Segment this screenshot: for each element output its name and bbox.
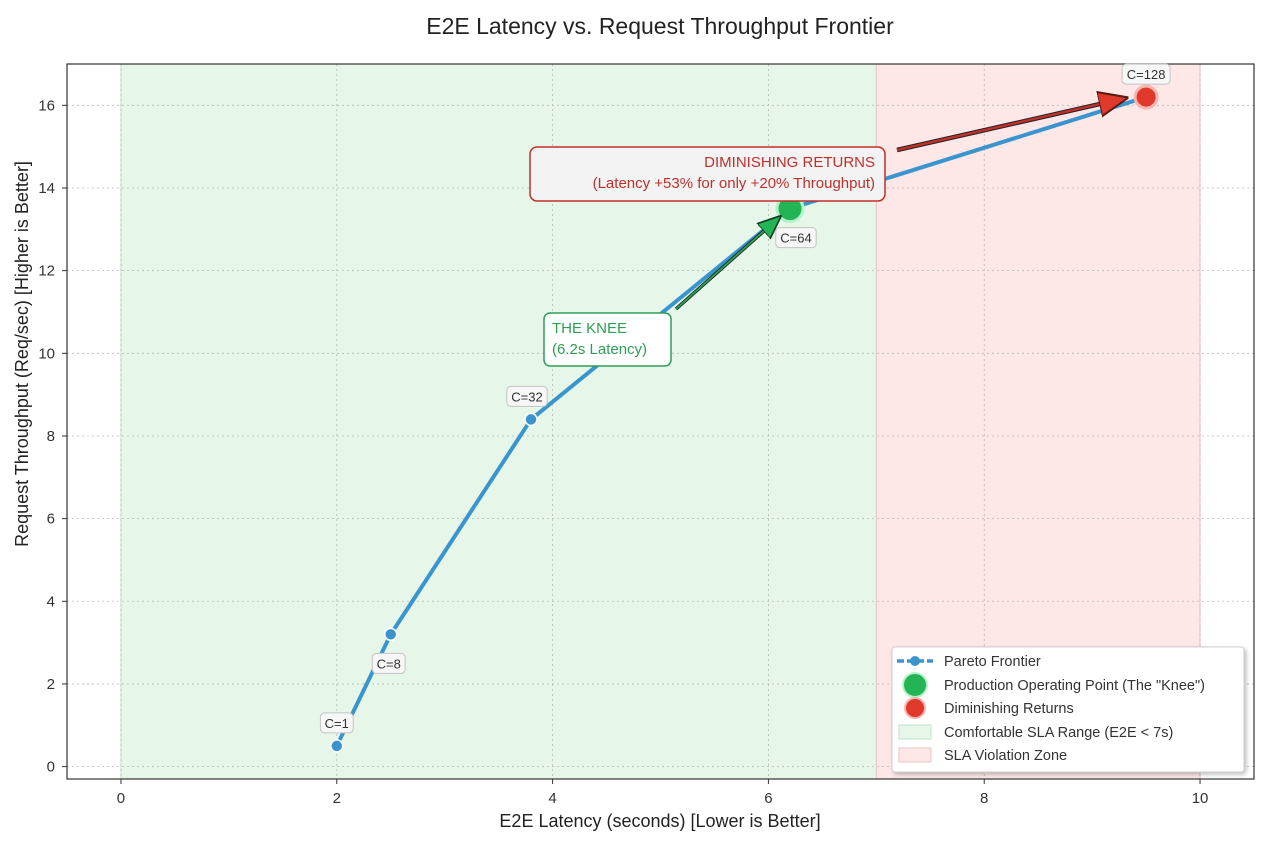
point-label-box — [371, 652, 406, 674]
point-label: C=128 — [1121, 63, 1171, 85]
knee-annotation-line: THE KNEE — [552, 320, 627, 337]
diminishing-marker — [1133, 84, 1159, 110]
point-label-box — [1121, 63, 1171, 85]
x-tick-label: 4 — [548, 790, 556, 807]
diminishing-annotation-line: (Latency +53% for only +20% Throughput) — [593, 175, 875, 192]
ticks-layer: 0 2 4 6 8 10 0 2 4 6 8 10 12 14 16 — [38, 97, 1208, 807]
chart-title: E2E Latency vs. Request Throughput Front… — [426, 13, 894, 39]
knee-annotation-line: (6.2s Latency) — [552, 341, 647, 358]
y-tick-label: 10 — [38, 345, 55, 362]
legend-label: Pareto Frontier — [944, 654, 1041, 670]
diminishing-annotation-line: DIMINISHING RETURNS — [704, 154, 875, 171]
point-label-text: C=128 — [1127, 67, 1166, 82]
legend-swatch-knee — [902, 672, 928, 698]
x-tick-label: 8 — [980, 790, 988, 807]
legend-swatch-dot — [910, 656, 920, 666]
legend-item: Pareto Frontier — [897, 654, 1041, 670]
point-label: C=8 — [371, 652, 406, 674]
y-tick-label: 4 — [47, 593, 55, 610]
legend-item: SLA Violation Zone — [898, 747, 1067, 764]
diminishing-annotation: DIMINISHING RETURNS (Latency +53% for onl… — [529, 146, 886, 202]
legend-swatch-region — [898, 747, 932, 763]
y-tick-label: 6 — [47, 511, 55, 528]
legend-item: Diminishing Returns — [904, 697, 1074, 719]
x-tick-label: 2 — [333, 790, 341, 807]
y-tick-label: 16 — [38, 97, 55, 114]
legend-label: Diminishing Returns — [944, 701, 1074, 717]
x-tick-label: 10 — [1192, 790, 1209, 807]
annotations-layer: THE KNEE (6.2s Latency) DIMINISHING RETURN… — [529, 98, 1126, 367]
data-point — [330, 739, 344, 753]
data-point — [383, 627, 398, 642]
y-tick-label: 8 — [47, 428, 55, 445]
plot-frame — [66, 63, 1255, 780]
y-tick-label: 0 — [47, 759, 55, 776]
x-tick-label: 6 — [764, 790, 772, 807]
diminishing-annotation-box — [529, 146, 886, 202]
legend-label: Comfortable SLA Range (E2E < 7s) — [944, 725, 1173, 741]
y-axis-label: Request Throughput (Req/sec) [Higher is … — [12, 161, 32, 547]
x-tick-label: 0 — [117, 790, 125, 807]
legend: Pareto Frontier Production Operating Poin… — [891, 646, 1245, 773]
legend-swatch-diminishing — [904, 697, 926, 719]
y-tick-label: 2 — [47, 676, 55, 693]
point-label-box — [319, 712, 354, 734]
y-tick-label: 12 — [38, 263, 55, 280]
point-label-box — [506, 385, 548, 407]
legend-item: Production Operating Point (The "Knee") — [902, 672, 1205, 698]
point-label-text: C=32 — [511, 389, 542, 404]
point-label-text: C=8 — [377, 656, 401, 671]
point-label: C=1 — [319, 712, 354, 734]
legend-label: SLA Violation Zone — [944, 748, 1067, 764]
legend-label: Production Operating Point (The "Knee") — [944, 678, 1205, 694]
point-label-text: C=64 — [780, 231, 811, 246]
data-point — [524, 412, 538, 427]
x-axis-label: E2E Latency (seconds) [Lower is Better] — [499, 811, 820, 831]
series-layer: C=1 C=8 C=32 C=64 C=128 — [319, 63, 1171, 753]
knee-annotation: THE KNEE (6.2s Latency) — [543, 312, 672, 367]
plot-border — [66, 63, 1255, 780]
legend-box — [891, 646, 1245, 773]
diminishing-arrow — [896, 98, 1126, 152]
knee-arrow — [675, 217, 780, 310]
point-label-text: C=1 — [325, 716, 349, 731]
knee-annotation-box — [543, 312, 672, 367]
y-tick-label: 14 — [38, 180, 55, 197]
point-label: C=32 — [506, 385, 548, 407]
legend-item: Comfortable SLA Range (E2E < 7s) — [898, 724, 1173, 741]
legend-swatch-region — [898, 724, 932, 740]
point-label: C=64 — [775, 227, 817, 249]
